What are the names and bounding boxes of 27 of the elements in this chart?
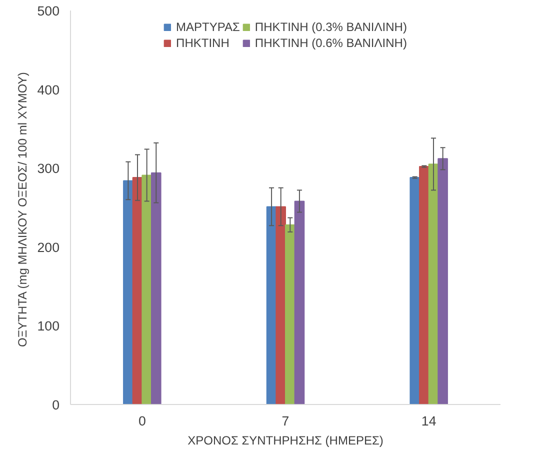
x-axis-title: ΧΡΟΝΟΣ ΣΥΝΤΗΡΗΣΗΣ (ΗΜΕΡΕΣ): [188, 434, 384, 448]
y-tick-label: 300: [37, 161, 60, 176]
bar: [150, 172, 162, 404]
y-tick-label: 0: [52, 398, 60, 412]
bar: [266, 206, 277, 404]
legend-label: ΜΑΡΤΥΡΑΣ: [176, 20, 240, 34]
legend-label: ΠΗΚΤΙΝΗ (0.3% ΒΑΝΙΛΙΝΗ): [254, 20, 407, 34]
bar: [438, 158, 448, 404]
bar: [419, 166, 430, 404]
y-tick-label: 100: [37, 318, 60, 334]
y-tick-label: 500: [37, 4, 60, 18]
y-tick-label: 400: [37, 82, 60, 98]
legend-label: ΠΗΚΤΙΝΗ (0.6% ΒΑΝΙΛΙΝΗ): [254, 36, 407, 50]
x-tick-label: 0: [138, 414, 146, 428]
bar: [123, 180, 134, 404]
bar: [276, 206, 286, 404]
legend-label: ΠΗΚΤΙΝΗ: [176, 36, 230, 50]
x-tick-label: 7: [282, 414, 290, 428]
bar: [142, 174, 152, 404]
y-tick-label: 200: [37, 240, 60, 255]
bar: [294, 200, 305, 404]
bar: [428, 164, 439, 404]
x-tick-label: 14: [421, 414, 437, 428]
y-axis-title: ΟΞΥΤΗΤΑ (mg ΜΗΛΙΚΟΥ ΟΞΕΟΣ/ 100 ml ΧΥΜΟΥ): [15, 72, 30, 348]
bar: [410, 177, 420, 404]
bar: [285, 224, 296, 404]
bar: [132, 177, 143, 404]
